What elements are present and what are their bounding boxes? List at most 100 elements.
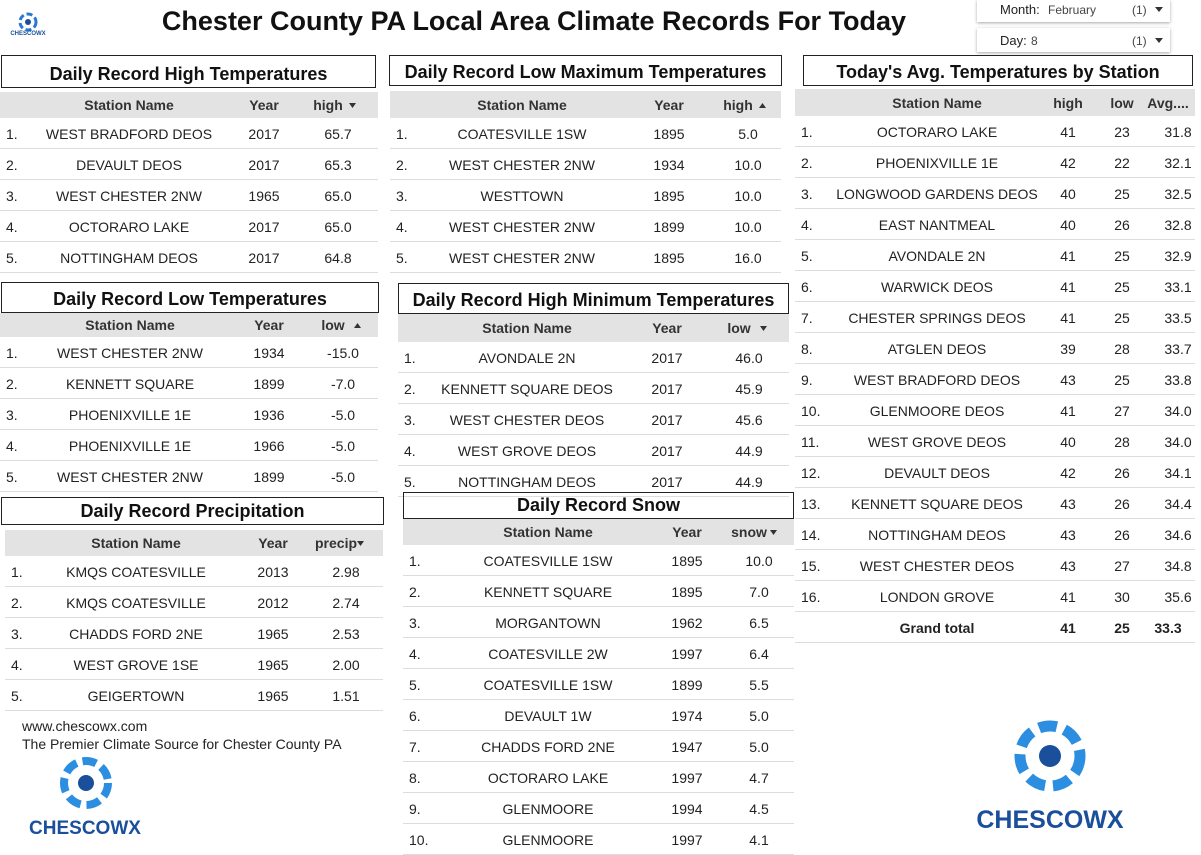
filter-label: Day:	[1000, 33, 1027, 48]
table-cell: 2017	[651, 381, 683, 397]
table-cell: WEST CHESTER 2NW	[57, 345, 203, 361]
row-separator	[390, 210, 781, 211]
sort-indicator[interactable]	[354, 323, 361, 328]
logo-icon	[18, 12, 38, 32]
table-cell: 45.6	[735, 412, 763, 428]
row-rank: 1.	[409, 553, 421, 569]
table-cell: -15.0	[327, 345, 359, 361]
row-rank: 7.	[801, 310, 813, 326]
table-cell: 5.0	[738, 126, 758, 142]
table-cell: OCTORARO LAKE	[876, 124, 998, 140]
table-cell: 2017	[248, 250, 280, 266]
table-cell: 25	[1114, 279, 1130, 295]
row-rank: 16.	[801, 589, 821, 605]
table-cell: 6.4	[749, 646, 769, 662]
row-rank: 4.	[11, 657, 23, 673]
logo-text: CHESCOWX	[976, 806, 1124, 834]
dropdown-arrow	[1155, 7, 1163, 12]
day-filter[interactable]: Day: 8 (1)	[977, 28, 1170, 52]
row-rank: 15.	[801, 558, 821, 574]
row-rank: 4.	[409, 646, 421, 662]
table-cell: 26	[1114, 217, 1130, 233]
table-cell: 1895	[653, 126, 685, 142]
table-cell: 1936	[253, 407, 285, 423]
table-cell: 41	[1060, 589, 1076, 605]
sort-indicator[interactable]	[357, 541, 364, 546]
table-cell: 33.5	[1164, 310, 1192, 326]
table-cell: WARWICK DEOS	[880, 279, 994, 295]
filter-count: (1)	[1132, 3, 1147, 17]
table-cell: 1994	[671, 801, 703, 817]
row-rank: 5.	[409, 677, 421, 693]
table-cell: WEST CHESTER 2NW	[449, 250, 595, 266]
table-cell: 26	[1114, 465, 1130, 481]
table-cell: 1974	[671, 708, 703, 724]
row-separator	[795, 332, 1195, 333]
table-cell: 25	[1114, 248, 1130, 264]
header-row	[0, 313, 378, 337]
row-rank: 3.	[404, 412, 416, 428]
row-separator	[390, 272, 781, 273]
column-header: Station Name	[477, 96, 567, 113]
table-cell: OCTORARO LAKE	[68, 219, 190, 235]
table-cell: 32.8	[1164, 217, 1192, 233]
sort-indicator[interactable]	[759, 102, 766, 108]
table-title: Daily Record High Minimum Temperatures	[412, 290, 775, 310]
filter-label: Month:	[1000, 2, 1040, 17]
table-cell: -5.0	[330, 407, 356, 423]
table-cell: DEVAULT 1W	[504, 708, 592, 724]
row-rank: 1.	[801, 124, 813, 140]
table-cell: 33.7	[1164, 341, 1192, 357]
table-cell: 43	[1060, 527, 1076, 543]
table-cell: 2017	[651, 474, 683, 490]
row-separator	[403, 699, 794, 700]
table-cell: GEIGERTOWN	[87, 688, 185, 704]
row-rank: 5.	[404, 474, 416, 490]
column-header: high	[313, 97, 343, 113]
page-title: Chester County PA Local Area Climate Rec…	[161, 6, 907, 36]
row-separator	[0, 210, 378, 211]
table-cell: KENNETT SQUARE DEOS	[441, 381, 613, 397]
row-separator	[795, 270, 1195, 271]
table-cell: 2017	[651, 443, 683, 459]
row-rank: 3.	[6, 188, 18, 204]
table-cell: 1895	[671, 584, 703, 600]
table-cell: KMQS COATESVILLE	[66, 595, 206, 611]
row-separator	[403, 606, 794, 607]
month-filter[interactable]: Month: February (1)	[977, 0, 1170, 22]
table-cell: 28	[1114, 434, 1130, 450]
row-separator	[403, 668, 794, 669]
table-cell: LONGWOOD GARDENS DEOS	[836, 186, 1038, 202]
row-rank: 3.	[11, 626, 23, 642]
table-cell: KENNETT SQUARE DEOS	[851, 496, 1023, 512]
table-cell: 33.1	[1164, 279, 1192, 295]
table-cell: 28	[1114, 341, 1130, 357]
header-row	[0, 92, 378, 118]
row-separator	[398, 403, 789, 404]
table-cell: 1962	[671, 615, 703, 631]
table-cell: 10.0	[734, 188, 762, 204]
sort-indicator[interactable]	[349, 103, 356, 108]
header-row	[403, 519, 794, 545]
table-cell: 27	[1114, 403, 1130, 419]
sort-indicator[interactable]	[760, 326, 767, 331]
table-cell: 5.0	[749, 708, 769, 724]
table-cell: 34.6	[1164, 527, 1192, 543]
sort-indicator[interactable]	[770, 530, 777, 535]
column-header: Avg....	[1147, 94, 1189, 111]
table-cell: 34.0	[1164, 403, 1192, 419]
row-separator	[403, 575, 794, 576]
row-separator	[403, 730, 794, 731]
row-rank: 3.	[396, 188, 408, 204]
table-cell: EAST NANTMEAL	[878, 217, 996, 233]
header-row	[5, 530, 383, 556]
table-cell: KENNETT SQUARE	[483, 584, 613, 600]
column-header: Year	[672, 524, 702, 540]
table-cell: 25	[1114, 310, 1130, 326]
row-separator	[795, 394, 1195, 395]
header-row	[398, 314, 789, 342]
table-cell: KMQS COATESVILLE	[66, 564, 206, 580]
row-separator	[5, 586, 383, 587]
table-cell: 1965	[257, 626, 289, 642]
table-cell: WEST CHESTER 2NW	[57, 469, 203, 485]
